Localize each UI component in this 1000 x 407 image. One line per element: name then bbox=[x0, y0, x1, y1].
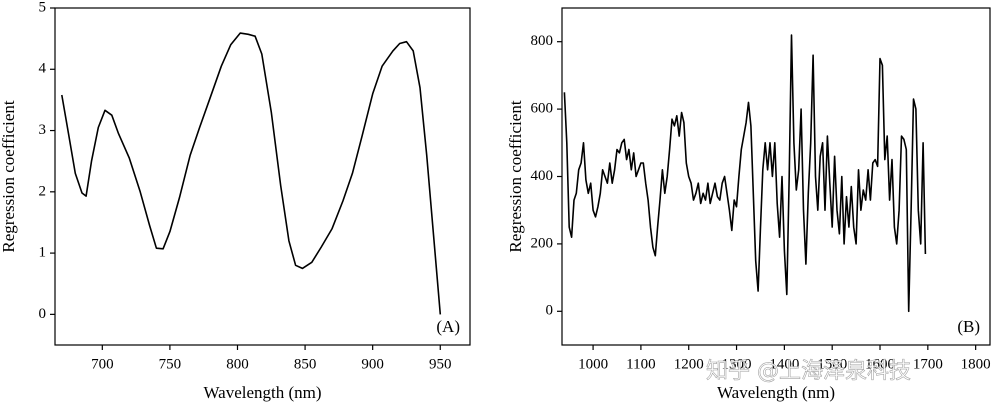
x-tick-label: 1000 bbox=[578, 356, 608, 372]
x-tick-label: 1800 bbox=[961, 356, 991, 372]
y-tick-label: 400 bbox=[531, 168, 554, 184]
y-tick-label: 200 bbox=[531, 235, 554, 251]
x-tick-label: 1700 bbox=[913, 356, 943, 372]
x-tick-label: 1200 bbox=[674, 356, 704, 372]
panel-label: (A) bbox=[436, 317, 460, 336]
x-tick-label: 800 bbox=[226, 356, 249, 372]
x-tick-label: 1500 bbox=[817, 356, 847, 372]
y-tick-label: 600 bbox=[531, 101, 554, 117]
x-tick-label: 900 bbox=[361, 356, 384, 372]
y-tick-label: 3 bbox=[39, 122, 47, 138]
y-axis-label: Regression coefficient bbox=[506, 100, 525, 252]
panel-label: (B) bbox=[957, 317, 980, 336]
x-tick-label: 1100 bbox=[626, 356, 655, 372]
y-tick-label: 4 bbox=[39, 61, 47, 77]
data-line bbox=[563, 34, 927, 313]
x-tick-label: 750 bbox=[159, 356, 182, 372]
x-tick-label: 700 bbox=[91, 356, 114, 372]
x-tick-label: 1300 bbox=[722, 356, 752, 372]
watermark: 知乎 @上海泽泉科技 bbox=[706, 359, 911, 384]
y-tick-label: 5 bbox=[39, 0, 47, 15]
y-tick-label: 0 bbox=[546, 303, 554, 319]
y-tick-label: 800 bbox=[531, 33, 554, 49]
x-tick-label: 950 bbox=[429, 356, 452, 372]
y-tick-label: 0 bbox=[39, 306, 47, 322]
y-axis-label: Regression coefficient bbox=[0, 100, 18, 252]
x-tick-label: 850 bbox=[294, 356, 317, 372]
x-axis-label: Wavelength (nm) bbox=[203, 383, 321, 402]
data-line bbox=[61, 32, 442, 315]
plot-frame bbox=[54, 7, 471, 346]
y-tick-label: 1 bbox=[39, 245, 47, 261]
y-tick-label: 2 bbox=[39, 183, 47, 199]
x-axis-label: Wavelength (nm) bbox=[717, 383, 835, 402]
x-tick-label: 1400 bbox=[769, 356, 799, 372]
x-tick-label: 1600 bbox=[865, 356, 895, 372]
